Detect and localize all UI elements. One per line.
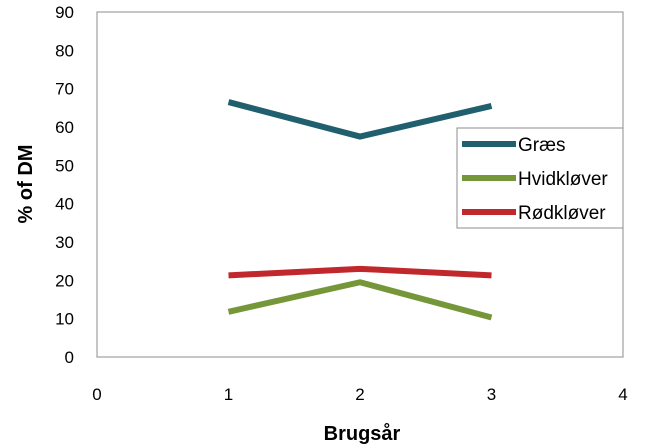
series-line-2 (227, 279, 493, 321)
x-tick-label: 1 (224, 385, 233, 404)
series-line-3 (228, 265, 492, 279)
y-tick-label: 0 (65, 348, 74, 367)
legend-label-2: Hvidkløver (518, 169, 608, 190)
x-tick-label: 0 (92, 385, 101, 404)
y-tick-label: 60 (55, 118, 74, 137)
y-tick-label: 50 (55, 156, 74, 175)
y-axis-title: % of DM (15, 145, 37, 224)
y-tick-label: 90 (55, 3, 74, 22)
legend-label-3: Rødkløver (518, 203, 606, 224)
y-tick-label: 10 (55, 310, 74, 329)
x-axis-ticks: 0 1 2 3 4 (92, 385, 627, 404)
y-tick-label: 40 (55, 195, 74, 214)
y-tick-label: 30 (55, 233, 74, 252)
series-lines (227, 99, 493, 321)
x-axis-title: Brugsår (324, 422, 401, 445)
y-tick-label: 70 (55, 80, 74, 99)
y-tick-label: 80 (55, 41, 74, 60)
legend: Græs Hvidkløver Rødkløver (456, 127, 624, 229)
y-tick-label: 20 (55, 271, 74, 290)
series-line-1 (227, 99, 493, 140)
x-tick-label: 2 (355, 385, 364, 404)
x-tick-label: 4 (618, 385, 627, 404)
y-axis-ticks: 0 10 20 30 40 50 60 70 80 90 (55, 3, 74, 367)
legend-label-1: Græs (518, 135, 566, 156)
x-tick-label: 3 (487, 385, 496, 404)
